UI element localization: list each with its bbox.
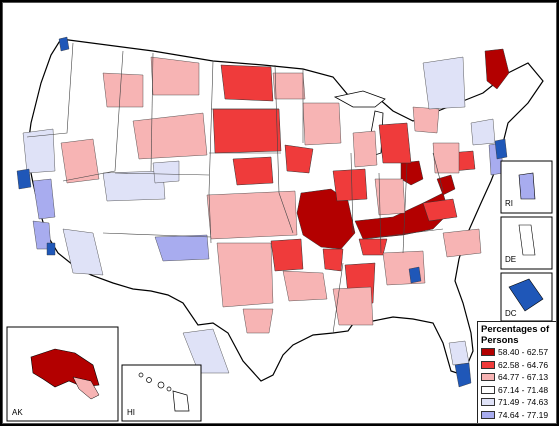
inset-dc-shape — [508, 278, 544, 312]
inset-ri-shape — [518, 172, 536, 200]
us-choropleth-map — [6, 36, 553, 422]
legend-label: 71.49 - 74.63 — [498, 397, 549, 408]
region-class-7 — [16, 36, 508, 388]
inset-hawaii-frame — [121, 364, 202, 422]
legend-item: 67.14 - 71.48 — [481, 384, 553, 397]
legend-item: 74.64 - 77.19 — [481, 409, 553, 422]
legend-swatch — [481, 373, 495, 382]
legend-swatch — [481, 398, 495, 407]
legend-label: 67.14 - 71.48 — [498, 384, 549, 395]
inset-alaska-southeast — [72, 376, 100, 400]
lake-superior — [333, 90, 386, 108]
region-class-6 — [32, 142, 504, 262]
legend-rows: 58.40 - 62.57 62.58 - 64.76 64.77 - 67.13 6… — [481, 346, 553, 424]
inset-hawaii-label: HI — [127, 408, 135, 417]
legend-item: 58.40 - 62.57 — [481, 346, 553, 359]
region-class-5 — [22, 56, 496, 374]
inset-de-label: DE — [505, 255, 517, 264]
legend-swatch — [481, 385, 495, 394]
inset-de-shape — [518, 224, 536, 256]
legend-label: 74.64 - 77.19 — [498, 409, 549, 420]
inset-hawaii-islands — [138, 372, 190, 412]
legend-item: 62.58 - 64.76 — [481, 359, 553, 372]
legend-label: 64.77 - 67.13 — [498, 372, 549, 383]
state-borders — [26, 42, 444, 334]
legend-item: 64.77 - 67.13 — [481, 371, 553, 384]
region-class-3 — [60, 56, 482, 376]
legend-label: 62.58 - 64.76 — [498, 359, 549, 370]
map-legend: Percentages of Persons 58.40 - 62.57 62.5… — [477, 321, 556, 424]
inset-alaska-label: AK — [12, 408, 23, 417]
inset-dc-label: DC — [505, 309, 517, 318]
inset-ri-label: RI — [505, 199, 513, 208]
legend-swatch — [481, 423, 495, 424]
legend-label: 58.40 - 62.57 — [498, 347, 549, 358]
legend-item: 71.49 - 74.63 — [481, 396, 553, 409]
legend-swatch — [481, 410, 495, 419]
legend-title: Percentages of Persons — [481, 324, 550, 346]
legend-swatch — [481, 348, 495, 357]
region-class-2 — [212, 64, 476, 306]
legend-swatch — [481, 360, 495, 369]
legend-item: 77.20 - 79.09 — [481, 421, 553, 424]
legend-label: 77.20 - 79.09 — [498, 422, 548, 423]
